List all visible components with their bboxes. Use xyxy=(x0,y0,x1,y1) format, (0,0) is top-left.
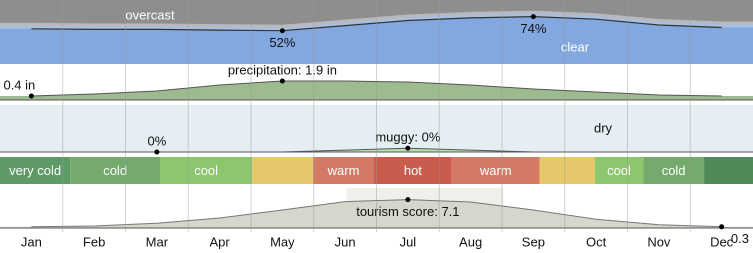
point xyxy=(279,78,285,84)
band-label: cool xyxy=(194,163,218,178)
point xyxy=(530,14,536,20)
band-label: very cold xyxy=(9,163,61,178)
band-label: hot xyxy=(404,163,422,178)
temperature-band xyxy=(160,157,253,184)
value-label: 74% xyxy=(520,21,546,36)
temperature-band xyxy=(252,157,314,184)
series-line xyxy=(31,80,722,97)
top-label: dry xyxy=(594,120,613,135)
x-tick-label: Jun xyxy=(335,234,356,249)
x-tick-label: Oct xyxy=(586,234,607,249)
value-label: 0.4 in xyxy=(3,77,35,92)
x-tick-label: May xyxy=(270,234,295,249)
area-fill xyxy=(0,148,753,152)
x-tick-label: Feb xyxy=(83,234,105,249)
panel-bg xyxy=(0,105,753,152)
top-label: overcast xyxy=(125,7,175,22)
point xyxy=(279,28,285,34)
x-tick-label: Mar xyxy=(146,234,169,249)
temperature-band xyxy=(451,157,540,184)
bottom-label: clear xyxy=(561,39,590,54)
value-label: tourism score: 7.1 xyxy=(356,204,459,219)
value-label: 0.3 xyxy=(731,231,749,246)
temperature-band xyxy=(373,157,452,184)
temperature-band xyxy=(313,157,374,184)
point xyxy=(719,224,725,230)
value-label: 52% xyxy=(269,35,295,50)
band-label: warm xyxy=(327,163,360,178)
temperature-band xyxy=(594,157,644,184)
x-tick-label: Jul xyxy=(400,234,417,249)
x-tick-label: Sep xyxy=(522,234,545,249)
band-label: cold xyxy=(662,163,686,178)
x-tick-label: Dec xyxy=(710,234,734,249)
temperature-band xyxy=(643,157,705,184)
band-label: cool xyxy=(607,163,631,178)
value-label: muggy: 0% xyxy=(375,130,440,145)
x-tick-label: Apr xyxy=(210,234,231,249)
x-tick-label: Jan xyxy=(21,234,42,249)
band-label: warm xyxy=(479,163,512,178)
x-tick-label: Nov xyxy=(647,234,671,249)
area-fill xyxy=(0,16,753,64)
series-line xyxy=(31,199,722,228)
temperature-band xyxy=(70,157,161,184)
temperature-band xyxy=(704,157,753,184)
area-fill xyxy=(0,81,753,100)
point xyxy=(405,197,411,203)
value-label: precipitation: 1.9 in xyxy=(228,62,337,77)
point xyxy=(405,145,411,151)
band-label: cold xyxy=(103,163,127,178)
point xyxy=(154,149,160,155)
temperature-band xyxy=(539,157,595,184)
point xyxy=(28,93,34,99)
series-line xyxy=(31,15,722,32)
temperature-band xyxy=(0,157,71,184)
x-tick-label: Aug xyxy=(459,234,482,249)
value-label: 0% xyxy=(147,133,166,148)
